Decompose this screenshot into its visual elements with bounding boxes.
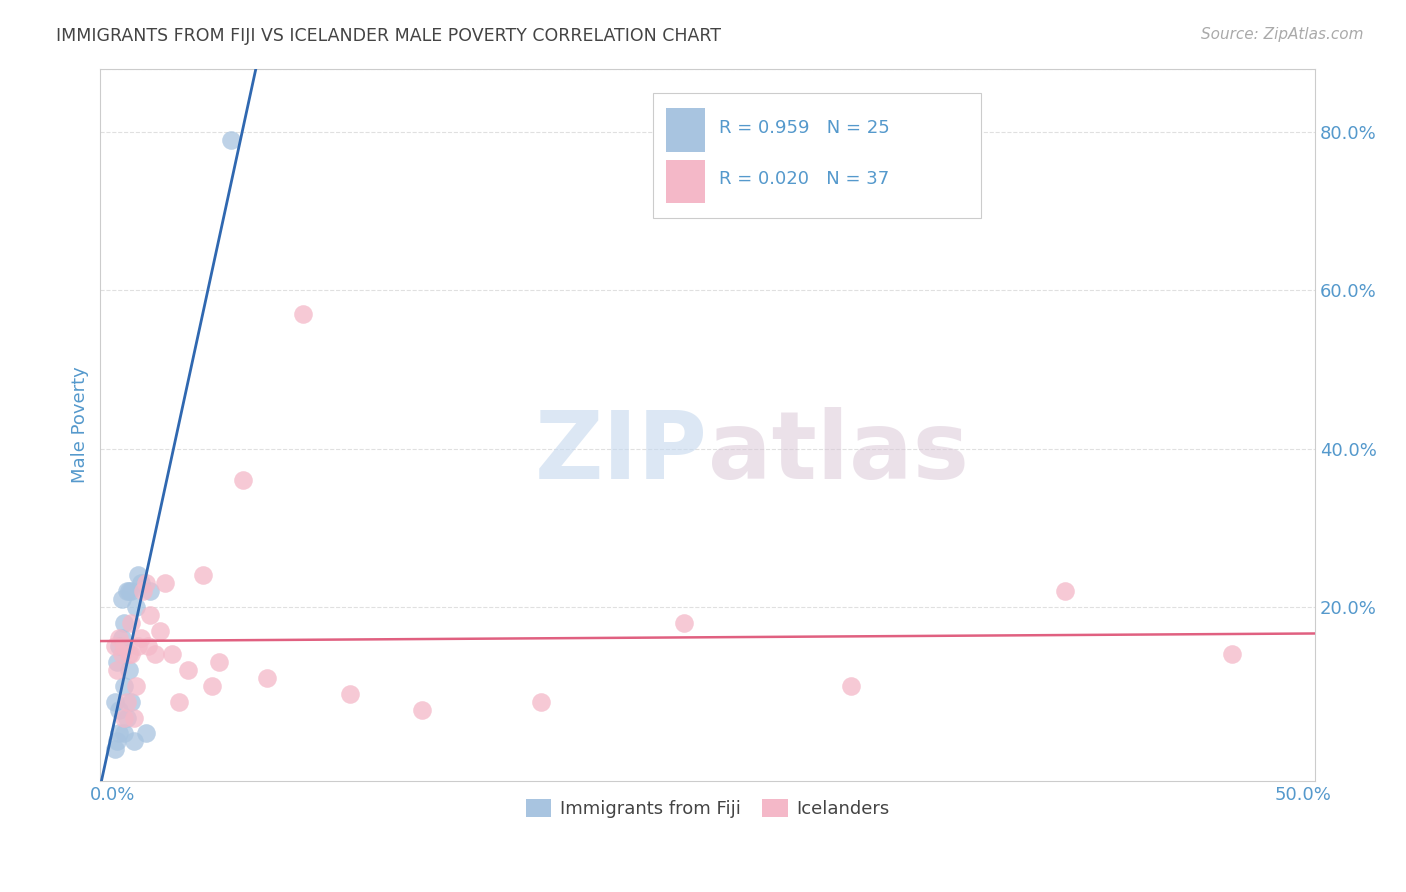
FancyBboxPatch shape <box>666 109 706 152</box>
Point <box>1220 648 1243 662</box>
Legend: Immigrants from Fiji, Icelanders: Immigrants from Fiji, Icelanders <box>519 792 897 825</box>
Text: R = 0.020   N = 37: R = 0.020 N = 37 <box>718 170 889 188</box>
Point <box>129 632 152 646</box>
Point <box>139 607 162 622</box>
Point <box>221 133 243 147</box>
Point <box>104 695 127 709</box>
Y-axis label: Male Poverty: Male Poverty <box>72 367 89 483</box>
Point <box>108 632 131 646</box>
Point <box>118 663 141 677</box>
Text: R = 0.959   N = 25: R = 0.959 N = 25 <box>718 119 890 136</box>
Point <box>291 307 314 321</box>
Text: Source: ZipAtlas.com: Source: ZipAtlas.com <box>1201 27 1364 42</box>
Point <box>122 734 145 748</box>
Point <box>1054 584 1077 599</box>
Point <box>112 679 135 693</box>
Point <box>339 687 361 701</box>
Point <box>135 726 157 740</box>
Point <box>530 695 553 709</box>
Point <box>111 591 134 606</box>
Point <box>127 568 149 582</box>
Point <box>160 648 183 662</box>
Point <box>149 624 172 638</box>
Point <box>672 615 695 630</box>
Point <box>125 679 148 693</box>
Point <box>112 726 135 740</box>
Point <box>118 648 141 662</box>
Point <box>115 695 138 709</box>
Point <box>125 599 148 614</box>
Text: IMMIGRANTS FROM FIJI VS ICELANDER MALE POVERTY CORRELATION CHART: IMMIGRANTS FROM FIJI VS ICELANDER MALE P… <box>56 27 721 45</box>
Point <box>118 584 141 599</box>
Point <box>104 742 127 756</box>
Point <box>191 568 214 582</box>
Point <box>115 584 138 599</box>
Point <box>105 734 128 748</box>
Point <box>108 703 131 717</box>
FancyBboxPatch shape <box>666 160 706 202</box>
Point <box>120 695 142 709</box>
Point <box>839 679 862 693</box>
Point <box>108 726 131 740</box>
Point <box>136 640 159 654</box>
Point <box>111 632 134 646</box>
Point <box>411 703 433 717</box>
Point <box>120 584 142 599</box>
FancyBboxPatch shape <box>654 94 981 219</box>
Point <box>104 640 127 654</box>
Point <box>177 663 200 677</box>
Point <box>232 473 254 487</box>
Point <box>208 655 231 669</box>
Point <box>111 648 134 662</box>
Point <box>112 711 135 725</box>
Point <box>112 615 135 630</box>
Point <box>127 640 149 654</box>
Point <box>115 711 138 725</box>
Point <box>135 576 157 591</box>
Point <box>256 671 278 685</box>
Point <box>105 663 128 677</box>
Point <box>139 584 162 599</box>
Point <box>105 655 128 669</box>
Point <box>120 648 142 662</box>
Point <box>112 640 135 654</box>
Point <box>167 695 190 709</box>
Point <box>120 615 142 630</box>
Point <box>108 640 131 654</box>
Text: ZIP: ZIP <box>534 408 707 500</box>
Point <box>132 584 155 599</box>
Point <box>122 711 145 725</box>
Point <box>143 648 166 662</box>
Text: atlas: atlas <box>707 408 969 500</box>
Point <box>129 576 152 591</box>
Point <box>153 576 176 591</box>
Point <box>201 679 224 693</box>
